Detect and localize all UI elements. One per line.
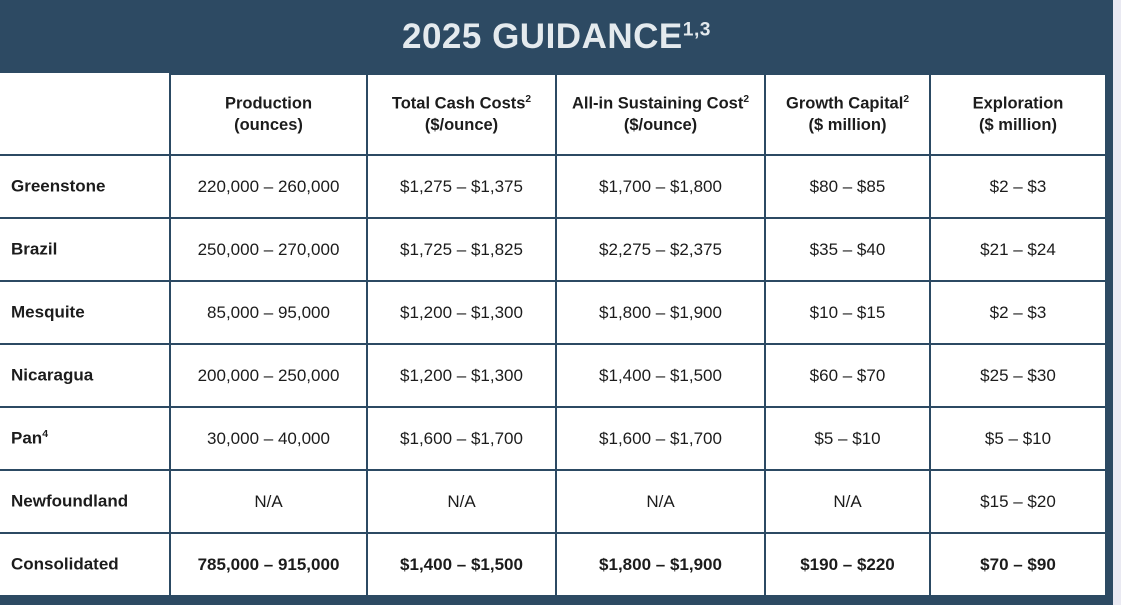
header-row: Production (ounces) Total Cash Costs2 ($/o…: [0, 73, 1107, 156]
cell-greenstone-aisc: $1,700 – $1,800: [555, 154, 766, 219]
column-header-exploration: Exploration ($ million): [929, 73, 1107, 156]
cell-consolidated-exploration: $70 – $90: [929, 532, 1107, 597]
cell-mesquite-exploration: $2 – $3: [929, 280, 1107, 345]
cell-consolidated-production: 785,000 – 915,000: [169, 532, 368, 597]
cell-nicaragua-production: 200,000 – 250,000: [169, 343, 368, 408]
table-row-mesquite: Mesquite 85,000 – 95,000 $1,200 – $1,300…: [0, 280, 1107, 345]
corner-cell: [0, 74, 171, 156]
cell-nicaragua-aisc: $1,400 – $1,500: [555, 343, 766, 408]
cell-pan-cash-costs: $1,600 – $1,700: [366, 406, 557, 471]
column-header-aisc: All-in Sustaining Cost2 ($/ounce): [555, 73, 766, 156]
row-label-consolidated: Consolidated: [0, 532, 171, 597]
cell-nicaragua-exploration: $25 – $30: [929, 343, 1107, 408]
guidance-table-wrap: Production (ounces) Total Cash Costs2 ($/o…: [0, 73, 1107, 597]
row-label-brazil: Brazil: [0, 217, 171, 282]
row-label-newfoundland: Newfoundland: [0, 469, 171, 534]
cell-greenstone-growth-capital: $80 – $85: [764, 154, 931, 219]
cell-pan-production: 30,000 – 40,000: [169, 406, 368, 471]
row-label-mesquite: Mesquite: [0, 280, 171, 345]
cell-newfoundland-exploration: $15 – $20: [929, 469, 1107, 534]
cell-pan-exploration: $5 – $10: [929, 406, 1107, 471]
row-label-nicaragua: Nicaragua: [0, 343, 171, 408]
row-label-pan: Pan4: [0, 406, 171, 471]
cell-nicaragua-growth-capital: $60 – $70: [764, 343, 931, 408]
cell-mesquite-growth-capital: $10 – $15: [764, 280, 931, 345]
cell-mesquite-aisc: $1,800 – $1,900: [555, 280, 766, 345]
table-row-greenstone: Greenstone 220,000 – 260,000 $1,275 – $1…: [0, 154, 1107, 219]
row-label-greenstone: Greenstone: [0, 154, 171, 219]
cell-pan-aisc: $1,600 – $1,700: [555, 406, 766, 471]
table-row-newfoundland: Newfoundland N/A N/A N/A N/A $15 – $20: [0, 469, 1107, 534]
table-row-brazil: Brazil 250,000 – 270,000 $1,725 – $1,825…: [0, 217, 1107, 282]
cell-greenstone-cash-costs: $1,275 – $1,375: [366, 154, 557, 219]
cell-newfoundland-growth-capital: N/A: [764, 469, 931, 534]
column-header-total-cash-costs: Total Cash Costs2 ($/ounce): [366, 73, 557, 156]
cell-greenstone-production: 220,000 – 260,000: [169, 154, 368, 219]
table-row-consolidated: Consolidated 785,000 – 915,000 $1,400 – …: [0, 532, 1107, 597]
cell-consolidated-cash-costs: $1,400 – $1,500: [366, 532, 557, 597]
cell-brazil-exploration: $21 – $24: [929, 217, 1107, 282]
guidance-table: Production (ounces) Total Cash Costs2 ($/o…: [0, 73, 1107, 597]
cell-pan-growth-capital: $5 – $10: [764, 406, 931, 471]
title-band: 2025 GUIDANCE1,3: [0, 0, 1113, 73]
cell-brazil-aisc: $2,275 – $2,375: [555, 217, 766, 282]
cell-newfoundland-production: N/A: [169, 469, 368, 534]
page-title-text: 2025 GUIDANCE: [401, 17, 683, 56]
cell-consolidated-aisc: $1,800 – $1,900: [555, 532, 766, 597]
column-header-production: Production (ounces): [169, 73, 368, 156]
table-row-pan: Pan4 30,000 – 40,000 $1,600 – $1,700 $1,…: [0, 406, 1107, 471]
cell-newfoundland-aisc: N/A: [555, 469, 766, 534]
page-title-superscript: 1,3: [682, 19, 712, 41]
cell-mesquite-production: 85,000 – 95,000: [169, 280, 368, 345]
cell-brazil-production: 250,000 – 270,000: [169, 217, 368, 282]
cell-greenstone-exploration: $2 – $3: [929, 154, 1107, 219]
table-row-nicaragua: Nicaragua 200,000 – 250,000 $1,200 – $1,…: [0, 343, 1107, 408]
cell-consolidated-growth-capital: $190 – $220: [764, 532, 931, 597]
cell-mesquite-cash-costs: $1,200 – $1,300: [366, 280, 557, 345]
cell-brazil-growth-capital: $35 – $40: [764, 217, 931, 282]
cell-brazil-cash-costs: $1,725 – $1,825: [366, 217, 557, 282]
cell-newfoundland-cash-costs: N/A: [366, 469, 557, 534]
page-title: 2025 GUIDANCE1,3: [402, 19, 711, 54]
column-header-growth-capital: Growth Capital2 ($ million): [764, 73, 931, 156]
cell-nicaragua-cash-costs: $1,200 – $1,300: [366, 343, 557, 408]
